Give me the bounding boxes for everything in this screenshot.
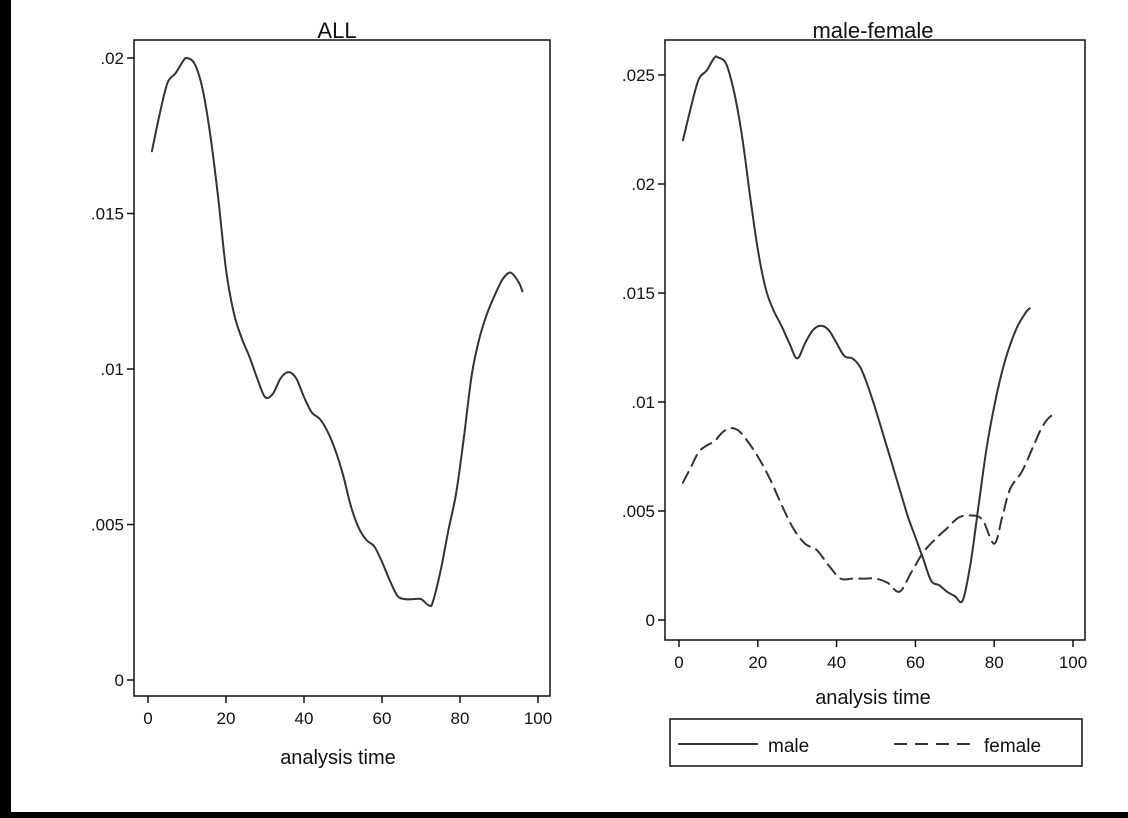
chart-male-female-plot-area — [664, 39, 1086, 641]
left-border — [0, 0, 11, 818]
chart-male-female-x-axis-label: analysis time — [815, 687, 931, 709]
bottom-border — [0, 812, 1128, 818]
chart-male-female-series — [681, 55, 1059, 604]
chart-all-x-tick-label: 0 — [143, 709, 152, 728]
chart-all-y-tick-label: .01 — [100, 360, 124, 379]
chart-all-x-tick-label: 100 — [524, 709, 552, 728]
chart-all-x-axis-label: analysis time — [280, 747, 396, 769]
chart-all-y-tick-label: .005 — [91, 516, 124, 535]
chart-male-female-title: male-female — [812, 18, 933, 43]
male-series-line — [681, 55, 1031, 604]
chart-all-x-tick-label: 80 — [451, 709, 470, 728]
legend-box — [669, 718, 1083, 767]
chart-male-female-x-tick-label: 60 — [906, 653, 925, 672]
chart-all-y-tick-label: .015 — [91, 205, 124, 224]
chart-all-y-axis: 0 .005 .01 .015 .02 — [91, 49, 134, 690]
chart-male-female-y-tick-label: .025 — [622, 66, 655, 85]
chart-male-female-x-tick-label: 0 — [674, 653, 683, 672]
chart-male-female-x-tick-label: 20 — [748, 653, 767, 672]
chart-male-female: male-female 0 .005 .01 .015 .02 .025 0 20 40 60 8… — [622, 18, 1087, 767]
female-series-line — [681, 411, 1059, 593]
chart-all-plot-area — [133, 39, 551, 697]
chart-male-female-y-tick-label: .005 — [622, 502, 655, 521]
chart-male-female-y-tick-label: 0 — [646, 611, 655, 630]
legend: male female — [669, 718, 1083, 767]
chart-male-female-y-tick-label: .01 — [631, 393, 655, 412]
chart-male-female-y-tick-label: .015 — [622, 284, 655, 303]
chart-male-female-y-axis: 0 .005 .01 .015 .02 .025 — [622, 66, 665, 630]
chart-male-female-x-tick-label: 40 — [827, 653, 846, 672]
chart-all-y-tick-label: .02 — [100, 49, 124, 68]
legend-label-female: female — [984, 736, 1041, 757]
chart-all-x-tick-label: 20 — [217, 709, 236, 728]
chart-male-female-x-tick-label: 100 — [1059, 653, 1087, 672]
chart-male-female-y-tick-label: .02 — [631, 175, 655, 194]
chart-all-x-axis: 0 20 40 60 80 100 — [143, 696, 552, 728]
chart-all-x-tick-label: 40 — [295, 709, 314, 728]
chart-male-female-x-tick-label: 80 — [985, 653, 1004, 672]
chart-all-y-tick-label: 0 — [115, 671, 124, 690]
chart-all-title: ALL — [317, 18, 356, 43]
all-series-line — [150, 56, 524, 608]
chart-all-series — [150, 56, 524, 608]
chart-all: ALL 0 .005 .01 .015 .02 0 20 40 60 80 100 analysi… — [91, 18, 552, 769]
chart-male-female-x-axis: 0 20 40 60 80 100 — [674, 640, 1087, 672]
chart-all-x-tick-label: 60 — [373, 709, 392, 728]
legend-label-male: male — [768, 736, 809, 757]
